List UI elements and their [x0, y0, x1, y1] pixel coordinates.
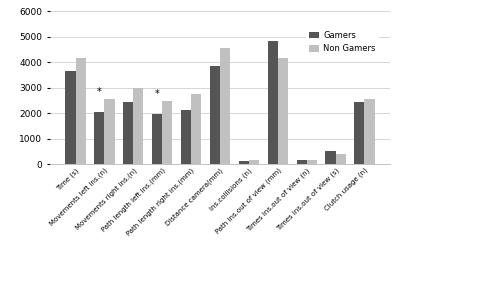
Bar	[296, 160, 306, 164]
Bar	[210, 66, 220, 164]
Bar	[249, 160, 259, 164]
Bar	[239, 161, 249, 164]
Bar	[134, 88, 143, 164]
Bar	[326, 151, 336, 164]
Text: *: *	[155, 89, 160, 99]
Bar	[306, 160, 317, 164]
Bar	[66, 71, 76, 164]
Bar	[104, 99, 115, 164]
Bar	[268, 41, 278, 164]
Bar	[364, 99, 374, 164]
Bar	[191, 94, 201, 164]
Text: *: *	[97, 87, 102, 97]
Bar	[162, 101, 172, 164]
Bar	[181, 110, 191, 164]
Legend: Gamers, Non Gamers: Gamers, Non Gamers	[306, 28, 379, 57]
Bar	[94, 112, 104, 164]
Bar	[336, 154, 345, 164]
Bar	[354, 102, 364, 164]
Bar	[123, 102, 134, 164]
Bar	[76, 59, 86, 164]
Bar	[220, 48, 230, 164]
Bar	[152, 114, 162, 164]
Bar	[278, 58, 288, 164]
